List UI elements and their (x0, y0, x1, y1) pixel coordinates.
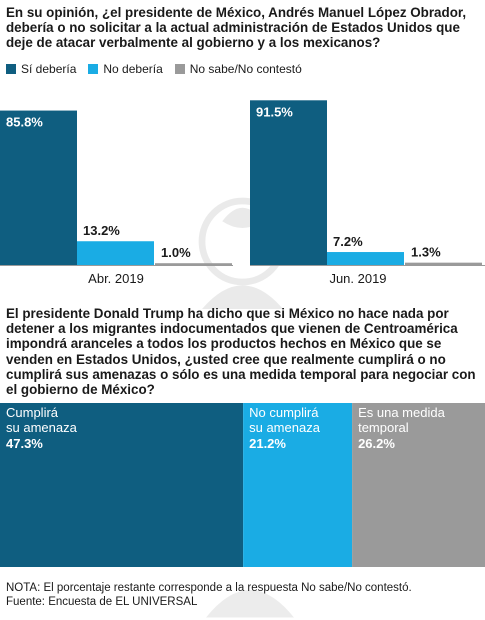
footnote: NOTA: El porcentaje restante corresponde… (6, 582, 412, 609)
segment-value-temporal: 26.2% (358, 436, 395, 451)
segment-label-temporal: Es una medida (358, 405, 445, 420)
legend-label-si: Sí debería (21, 62, 77, 76)
legend-swatch-no (88, 64, 99, 74)
segment-label-no-cumplira: su amenaza (249, 420, 321, 435)
legend-swatch-si (6, 64, 16, 74)
segment-value-cumplira: 47.3% (6, 436, 43, 451)
legend-swatch-ns (174, 64, 185, 74)
legend-label-ns: No sabe/No contestó (189, 62, 302, 76)
legend-item-si: Sí debería (6, 62, 76, 76)
note-text: NOTA: El porcentaje restante corresponde… (6, 582, 412, 594)
legend-item-ns: No sabe/No contestó (174, 62, 302, 76)
data-label-no-jun: 7.2% (333, 234, 363, 249)
chart2-title: El presidente Donald Trump ha dicho que … (6, 306, 476, 398)
segment-label-cumplira: Cumplirá (6, 405, 59, 420)
chart1-title: En su opinión, ¿el presidente de México,… (6, 5, 467, 51)
bar-ns-jun (405, 262, 482, 265)
legend-item-no: No debería (88, 62, 163, 76)
segment-label-cumplira: su amenaza (6, 420, 78, 435)
chart1-svg: 85.8% 13.2% 1.0% Abr. 2019 91.5% 7.2% 1.3% Jun.… (0, 100, 485, 286)
data-label-ns-jun: 1.3% (411, 245, 441, 260)
bar-si-abr (0, 110, 77, 265)
bar-si-jun (250, 100, 327, 265)
source-text: Fuente: Encuesta de EL UNIVERSAL (6, 595, 198, 608)
category-label: Jun. 2019 (329, 271, 386, 286)
data-label-si-abr: 85.8% (6, 115, 43, 130)
segment-value-no-cumplira: 21.2% (249, 436, 286, 451)
data-label-no-abr: 13.2% (83, 223, 120, 238)
bar-no-jun (327, 252, 404, 265)
segment-cumplira (0, 403, 244, 567)
legend-label-no: No debería (103, 62, 163, 76)
segment-label-no-cumplira: No cumplirá (249, 405, 319, 420)
bar-ns-abr (155, 263, 232, 265)
segment-temporal (352, 403, 485, 567)
data-label-ns-abr: 1.0% (161, 245, 191, 260)
segment-label-temporal: temporal (358, 420, 409, 435)
eagle-seal-icon (206, 590, 294, 618)
segment-no-cumplira (243, 403, 353, 567)
category-label: Abr. 2019 (88, 271, 144, 286)
bar-no-abr (77, 241, 154, 265)
legend: Sí debería No debería No sabe/No contest… (6, 62, 302, 76)
data-label-si-jun: 91.5% (256, 104, 293, 119)
